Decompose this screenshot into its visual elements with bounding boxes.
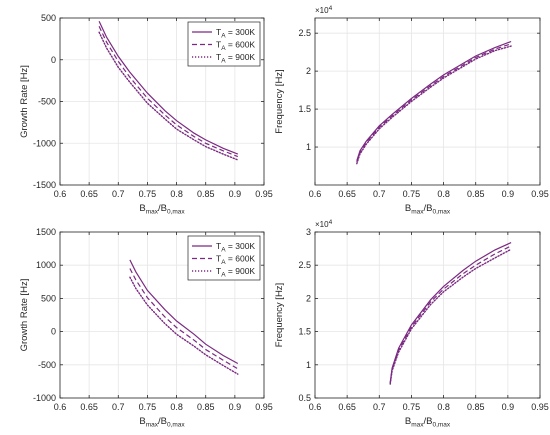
y-tick-label: 2: [306, 293, 311, 303]
series-line-1: [356, 40, 512, 161]
series-line-3: [356, 45, 512, 165]
y-tick-label: 1.5: [298, 104, 311, 114]
y-tick-label: 0: [51, 327, 56, 337]
x-tick-label: 0.75: [139, 402, 157, 412]
legend-entry-1: TA = 300K: [216, 27, 255, 40]
y-tick-label: -1000: [33, 393, 56, 403]
x-tick-label: 0.9: [502, 402, 515, 412]
x-axis-label: Bmax/B0,max: [139, 416, 185, 429]
x-tick-label: 0.75: [139, 189, 157, 199]
x-tick-label: 0.8: [437, 189, 450, 199]
axes-box: [314, 17, 541, 186]
x-tick-label: 0.65: [338, 189, 356, 199]
y-tick-label: 1.5: [298, 327, 311, 337]
legend-entry-3: TA = 900K: [216, 266, 255, 279]
x-tick-label: 0.75: [403, 189, 421, 199]
y-tick-label: 2.5: [298, 260, 311, 270]
x-tick-label: 0.6: [309, 402, 322, 412]
x-tick-label: 0.8: [170, 189, 183, 199]
y-axis-label: Growth Rate [Hz]: [19, 65, 30, 138]
series-line-1: [98, 21, 239, 155]
y-tick-label: 1: [306, 360, 311, 370]
x-tick-label: 0.95: [531, 402, 549, 412]
y-tick-label: -500: [38, 97, 56, 107]
y-axis-label: Growth Rate [Hz]: [19, 279, 30, 352]
series-line-2: [356, 43, 512, 163]
y-tick-label: -500: [38, 360, 56, 370]
y-tick-label: 0.5: [298, 393, 311, 403]
y-tick-label: 2: [306, 66, 311, 76]
x-tick-label: 0.7: [112, 189, 125, 199]
x-tick-label: 0.65: [338, 402, 356, 412]
y-tick-label: 1: [306, 142, 311, 152]
chart-panel-top-left: 0.6 0.65 0.7 0.75 0.8 0.85 0.9 0.95 -1500 -1000 -5…: [19, 13, 273, 216]
y-tick-label: 2.5: [298, 28, 311, 38]
series-line-1: [129, 259, 239, 365]
legend-entry-2: TA = 600K: [216, 254, 255, 267]
y-tick-label: 0: [51, 55, 56, 65]
x-tick-label: 0.8: [437, 402, 450, 412]
x-tick-label: 0.85: [467, 189, 485, 199]
x-tick-label: 0.6: [309, 189, 322, 199]
x-tick-label: 0.65: [80, 402, 98, 412]
y-tick-label: -1000: [33, 138, 56, 148]
legend-entry-3: TA = 900K: [216, 52, 255, 65]
series-line-2: [389, 245, 512, 384]
x-tick-label: 0.75: [403, 402, 421, 412]
axes-box: [314, 231, 541, 399]
x-tick-label: 0.95: [255, 189, 273, 199]
y-tick-label: 500: [41, 293, 56, 303]
y-axis-label: Frequency [Hz]: [274, 69, 285, 133]
chart-panel-bottom-left: 0.6 0.65 0.7 0.75 0.8 0.85 0.9 0.95 -1000 -500 0 50…: [19, 227, 273, 429]
series-line-3: [98, 31, 239, 161]
x-tick-label: 0.95: [531, 189, 549, 199]
x-tick-label: 0.7: [373, 402, 386, 412]
x-axis-label: Bmax/B0,max: [405, 203, 451, 216]
y-exponent-label: ×104: [315, 5, 333, 15]
chart-panel-bottom-right: 0.6 0.65 0.7 0.75 0.8 0.85 0.9 0.95 0.5 1 1.5 2 2.5 3…: [274, 219, 549, 429]
legend-box: [187, 235, 261, 281]
series-line-2: [129, 268, 239, 370]
axes-box: [59, 231, 265, 399]
x-tick-label: 0.95: [255, 402, 273, 412]
series-line-2: [98, 26, 239, 158]
y-axis-label: Frequency [Hz]: [274, 283, 285, 347]
x-tick-label: 0.7: [112, 402, 125, 412]
legend-entry-2: TA = 600K: [216, 40, 255, 53]
y-tick-label: -1500: [33, 180, 56, 190]
x-tick-label: 0.85: [197, 189, 215, 199]
x-tick-label: 0.9: [229, 402, 242, 412]
legend-entry-1: TA = 300K: [216, 241, 255, 254]
x-tick-label: 0.7: [373, 189, 386, 199]
x-tick-label: 0.6: [54, 402, 67, 412]
series-line-1: [389, 242, 512, 383]
series-line-3: [129, 276, 239, 375]
x-tick-label: 0.85: [197, 402, 215, 412]
x-axis-label: Bmax/B0,max: [405, 416, 451, 429]
y-exponent-label: ×104: [315, 219, 333, 229]
x-axis-label: Bmax/B0,max: [139, 203, 185, 216]
y-tick-label: 500: [41, 13, 56, 23]
y-tick-label: 3: [306, 227, 311, 237]
y-tick-label: 1000: [36, 260, 56, 270]
y-tick-label: 1500: [36, 227, 56, 237]
chart-panel-top-right: 0.6 0.65 0.7 0.75 0.8 0.85 0.9 0.95 1 1.5 2 2.5 Bmax…: [274, 5, 549, 216]
x-tick-label: 0.85: [467, 402, 485, 412]
x-tick-label: 0.9: [229, 189, 242, 199]
x-tick-label: 0.65: [80, 189, 98, 199]
x-tick-label: 0.9: [502, 189, 515, 199]
x-tick-label: 0.6: [54, 189, 67, 199]
x-tick-label: 0.8: [170, 402, 183, 412]
series-line-3: [389, 248, 512, 385]
